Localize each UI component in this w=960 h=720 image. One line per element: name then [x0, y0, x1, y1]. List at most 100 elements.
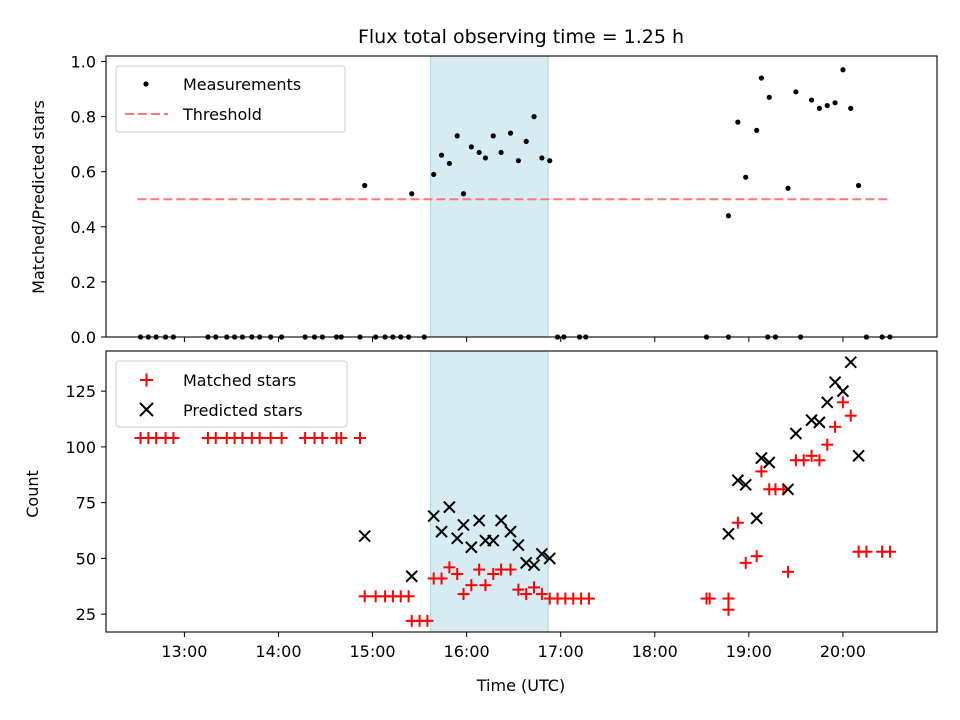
- y-tick-label: 100: [65, 438, 96, 457]
- measurement-point: [758, 75, 764, 81]
- legend-measurements-label: Measurements: [183, 75, 301, 94]
- measurement-point: [446, 160, 452, 167]
- x-tick-label: 13:00: [161, 642, 207, 661]
- matched-star-point: [813, 454, 826, 467]
- matched-star-point: [335, 431, 348, 444]
- y-tick-label: 1.0: [71, 53, 96, 72]
- predicted-star-point: [527, 558, 541, 572]
- matched-star-point: [167, 431, 180, 444]
- matched-star-point: [457, 588, 470, 601]
- measurement-point: [766, 94, 772, 100]
- predicted-star-point: [763, 456, 776, 469]
- shaded-interval: [430, 350, 549, 633]
- predicted-star-point: [722, 527, 735, 541]
- predicted-star-point: [487, 534, 500, 547]
- matched-star-point: [487, 568, 500, 581]
- legend-measurements-marker: [143, 81, 149, 87]
- predicted-star-point: [504, 525, 517, 538]
- measurement-point: [531, 114, 537, 120]
- matched-star-point: [421, 614, 434, 627]
- y-tick-label: 50: [76, 549, 96, 568]
- measurement-point: [808, 97, 815, 103]
- matched-star-point: [883, 545, 896, 558]
- measurement-point: [431, 171, 437, 178]
- y-tick-label: 0.8: [71, 108, 96, 127]
- predicted-star-point: [535, 547, 549, 561]
- bottom-y-axis-label: Count: [23, 470, 42, 518]
- matched-star-point: [844, 409, 857, 422]
- bottom-legend: Matched stars Predicted stars: [115, 360, 348, 428]
- x-tick-label: 18:00: [632, 642, 678, 661]
- measurement-point: [539, 155, 545, 161]
- top-panel: Flux total observing time = 1.25 h 0.0 0.…: [29, 26, 938, 347]
- matched-star-point: [731, 516, 744, 529]
- matched-star-point: [722, 603, 735, 616]
- measurement-point: [832, 100, 838, 106]
- matched-star-point: [582, 592, 595, 605]
- shaded-interval: [430, 55, 549, 338]
- matched-star-point: [750, 550, 763, 563]
- matched-star-point: [739, 556, 752, 569]
- matched-star-point: [264, 431, 277, 444]
- chart-title: Flux total observing time = 1.25 h: [358, 26, 684, 48]
- bottom-panel: 25 50 75 100 125 13:00 14:00 15:00 16:00 17:00 18…: [23, 350, 938, 695]
- matched-star-point: [209, 431, 222, 444]
- matched-star-point: [722, 592, 735, 605]
- predicted-star-point: [512, 538, 525, 552]
- x-tick-label: 17:00: [538, 642, 584, 661]
- matched-star-point: [520, 588, 533, 601]
- measurement-point: [454, 133, 460, 139]
- legend-matched-label: Matched stars: [183, 371, 296, 390]
- predicted-star-point: [781, 483, 795, 496]
- predicted-star-point: [836, 384, 850, 398]
- bottom-axes-frame: [105, 350, 938, 633]
- y-tick-label: 0.2: [71, 273, 96, 292]
- measurement-point: [754, 127, 760, 133]
- matched-star-point: [512, 583, 525, 596]
- matched-star-point: [275, 431, 288, 444]
- measurement-point: [498, 149, 504, 156]
- matched-star-point: [253, 431, 266, 444]
- measurement-point: [490, 133, 496, 139]
- y-tick-label: 25: [76, 605, 96, 624]
- predicted-star-point: [750, 512, 763, 525]
- x-tick-label: 16:00: [444, 642, 490, 661]
- predicted-star-point: [755, 451, 768, 465]
- matched-star-point: [755, 465, 768, 478]
- y-tick-label: 75: [76, 494, 96, 513]
- measurement-point: [482, 155, 489, 161]
- bottom-legend-box: [115, 360, 348, 428]
- predicted-star-point: [405, 570, 418, 583]
- bottom-y-ticks: 25 50 75 100 125: [65, 382, 106, 624]
- legend-threshold-label: Threshold: [182, 105, 262, 124]
- top-y-ticks: 0.0 0.2 0.4 0.6 0.8 1.0: [71, 53, 106, 347]
- matched-star-point: [443, 561, 456, 574]
- y-tick-label: 0.0: [71, 328, 96, 347]
- top-legend-box: [115, 65, 346, 133]
- measurement-point: [725, 213, 732, 219]
- measurement-point: [523, 138, 529, 145]
- predicted-star-point: [739, 478, 752, 492]
- matched-star-point: [528, 581, 541, 594]
- matched-star-point: [316, 431, 329, 444]
- matched-star-point: [504, 563, 517, 576]
- measurement-point: [824, 102, 830, 109]
- x-axis-label: Time (UTC): [476, 676, 565, 695]
- predicted-star-point: [358, 529, 371, 543]
- matched-star-point: [473, 563, 486, 576]
- x-tick-label: 20:00: [820, 642, 866, 661]
- predicted-star-point: [852, 449, 865, 463]
- predicted-star-point: [805, 413, 818, 427]
- matched-star-point: [435, 572, 448, 585]
- matched-star-point: [402, 590, 415, 603]
- matched-star-point: [797, 454, 810, 467]
- predicted-star-point: [427, 509, 440, 523]
- predicted-star-point: [472, 514, 486, 527]
- predicted-star-point: [789, 427, 803, 440]
- predicted-star-point: [821, 396, 834, 409]
- measurement-point: [743, 174, 749, 180]
- y-tick-label: 0.4: [71, 218, 96, 237]
- matched-star-point: [821, 438, 834, 451]
- matched-star-point: [829, 420, 842, 433]
- matched-star-point: [535, 588, 548, 601]
